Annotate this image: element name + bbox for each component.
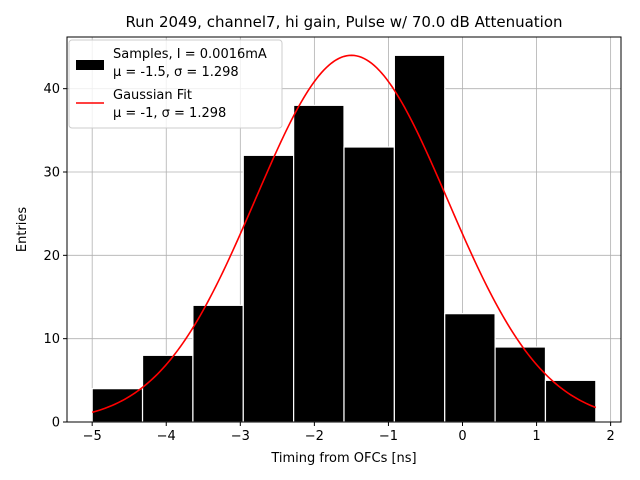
y-tick-label-3: 30 <box>43 166 60 181</box>
x-tick-label-1: −4 <box>157 429 176 444</box>
legend-fit-label: Gaussian Fit <box>113 88 192 103</box>
legend-samples-swatch <box>76 60 104 70</box>
x-tick-label-6: 1 <box>532 429 540 444</box>
histogram-bar-4 <box>293 104 345 423</box>
histogram-bar-3 <box>242 154 295 423</box>
chart-title: Run 2049, channel7, hi gain, Pulse w/ 70… <box>125 13 562 31</box>
histogram-bar-6 <box>393 54 446 423</box>
histogram-bar-5 <box>343 146 395 423</box>
legend-samples-label: Samples, I = 0.0016mA <box>113 47 267 62</box>
histogram-bar-8 <box>494 346 547 423</box>
x-axis-label: Timing from OFCs [ns] <box>270 451 416 466</box>
legend: Samples, I = 0.0016mA μ = -1.5, σ = 1.29… <box>68 39 283 129</box>
y-tick-label-4: 40 <box>43 82 60 97</box>
histogram-bar-2 <box>192 304 244 423</box>
x-tick-label-0: −5 <box>83 429 102 444</box>
y-axis-ticks: 0 10 20 30 40 <box>43 82 67 431</box>
gaussian-fit-curve <box>91 54 597 414</box>
gaussian-fit <box>91 54 597 414</box>
legend-fit-stats: μ = -1, σ = 1.298 <box>113 106 226 121</box>
histogram-bars <box>91 54 597 423</box>
y-axis-label: Entries <box>15 207 30 253</box>
histogram-bar-9 <box>544 379 597 423</box>
x-tick-label-2: −3 <box>231 429 250 444</box>
x-axis-ticks: −5 −4 −3 −2 −1 0 1 2 <box>83 422 615 444</box>
x-tick-label-4: −1 <box>379 429 398 444</box>
y-tick-label-2: 20 <box>43 249 60 264</box>
histogram-bar-7 <box>444 313 496 423</box>
y-tick-label-1: 10 <box>43 332 60 347</box>
x-tick-label-7: 2 <box>606 429 614 444</box>
legend-samples-stats: μ = -1.5, σ = 1.298 <box>113 65 239 80</box>
histogram-bar-1 <box>141 354 194 423</box>
plot-area-frame <box>66 36 622 423</box>
x-tick-label-5: 0 <box>458 429 466 444</box>
y-tick-label-0: 0 <box>52 416 60 431</box>
x-tick-label-3: −2 <box>305 429 324 444</box>
legend-box <box>68 39 283 129</box>
